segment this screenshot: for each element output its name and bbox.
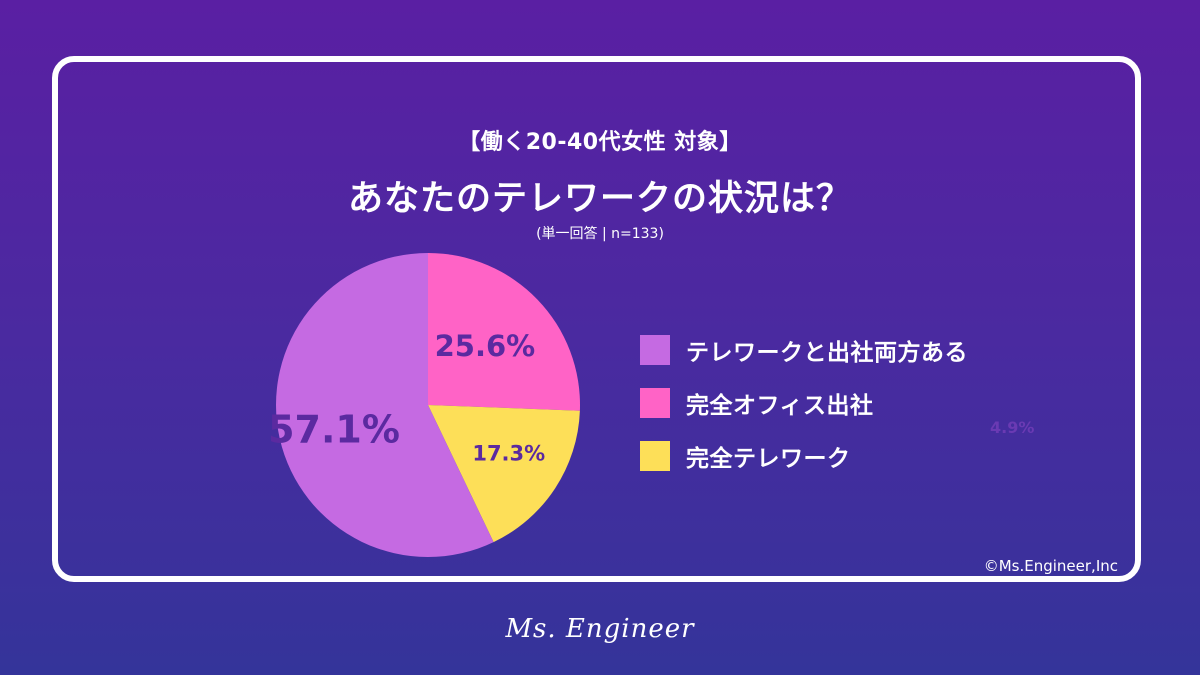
pie-chart: 25.6% 17.3% 57.1% [268, 253, 580, 557]
pie-slice-both [276, 253, 494, 557]
pie-label-office: 25.6% [435, 329, 536, 363]
legend-label-office: 完全オフィス出社 [686, 393, 874, 419]
legend: テレワークと出社両方ある 完全オフィス出社 完全テレワーク [640, 333, 968, 492]
pie-label-both: 57.1% [268, 408, 400, 452]
chart-card [52, 56, 1141, 582]
chart-title: あなたのテレワークの状況は？ [347, 179, 852, 219]
legend-swatch-both [640, 335, 670, 365]
legend-item-both: テレワークと出社両方ある [640, 333, 968, 367]
pie-label-remote: 17.3% [472, 442, 545, 466]
legend-label-remote: 完全テレワーク [686, 446, 851, 472]
legend-item-office: 完全オフィス出社 [640, 386, 968, 420]
pie-slice-office [428, 253, 580, 411]
legend-label-both: テレワークと出社両方ある [686, 340, 968, 366]
pie-slice-remote [428, 405, 580, 543]
sample-note: (単一回答 | n=133) [536, 226, 664, 242]
copyright: ©Ms.Engineer,Inc [983, 557, 1118, 575]
chart-subtitle: 【働く20-40代女性 対象】 [458, 130, 742, 155]
legend-swatch-office [640, 388, 670, 418]
legend-swatch-remote [640, 441, 670, 471]
faint-label: 4.9% [990, 418, 1035, 437]
legend-item-remote: 完全テレワーク [640, 439, 968, 473]
brand-logo: Ms. Engineer [505, 614, 695, 644]
